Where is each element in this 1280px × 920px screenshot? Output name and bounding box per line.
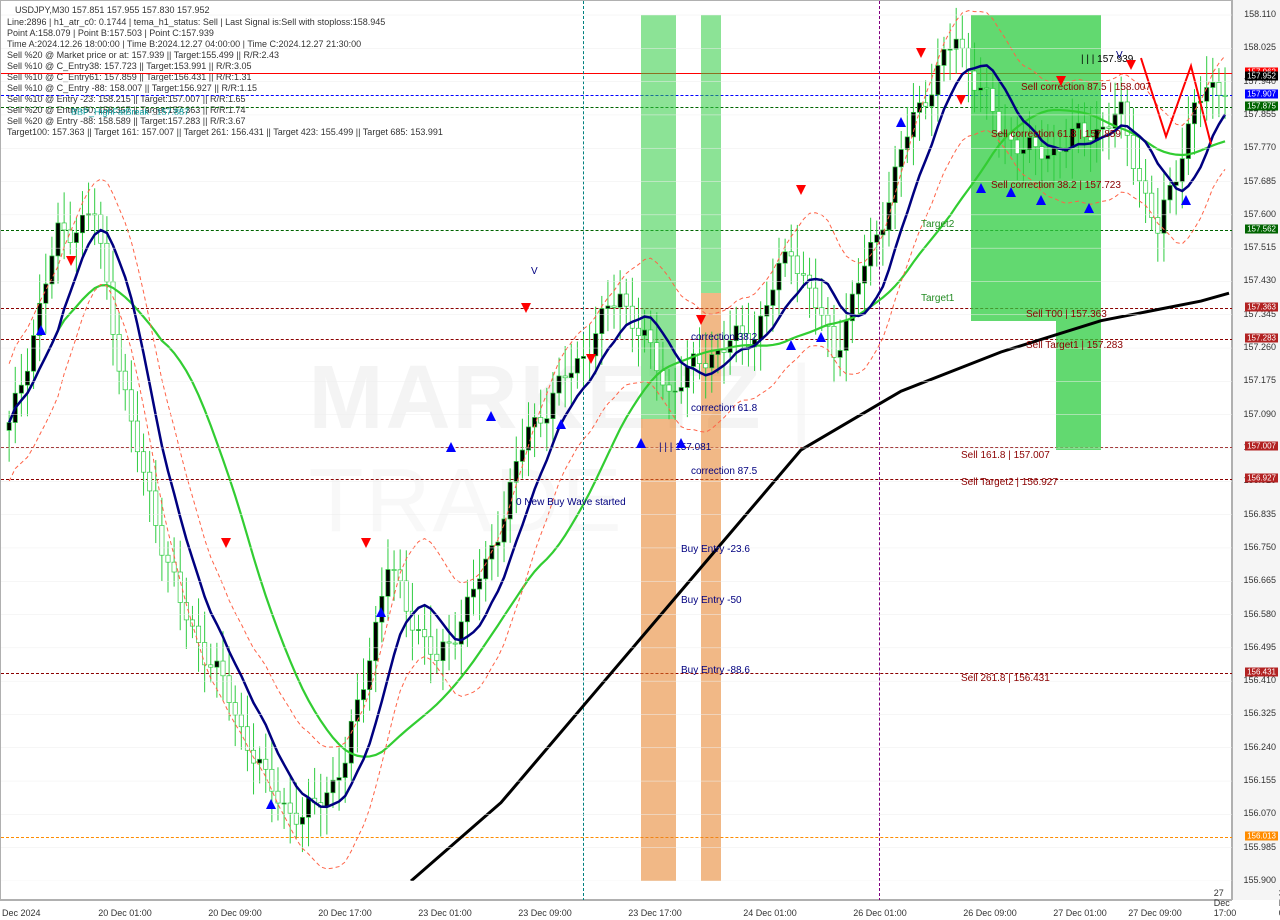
buy-arrow-icon <box>1181 195 1191 205</box>
sell-arrow-icon <box>221 538 231 548</box>
chart-annotation: correction 38.2 <box>691 332 757 343</box>
y-axis-label: 157.685 <box>1243 176 1276 186</box>
buy-arrow-icon <box>976 183 986 193</box>
x-axis-label: 23 Dec 01:00 <box>418 908 472 918</box>
x-axis-label: 20 Dec 01:00 <box>98 908 152 918</box>
y-axis-label: 156.580 <box>1243 609 1276 619</box>
x-axis-label: 23 Dec 09:00 <box>518 908 572 918</box>
buy-arrow-icon <box>636 438 646 448</box>
chart-annotation: V <box>531 266 538 277</box>
y-axis-label: 158.110 <box>1244 9 1276 19</box>
chart-annotation: Sell Target1 | 157.283 <box>1026 340 1123 351</box>
y-axis-label: 157.515 <box>1243 242 1276 252</box>
y-axis-label: 156.835 <box>1243 509 1276 519</box>
chart-annotation: Sell Target2 | 156.927 <box>961 477 1058 488</box>
buy-arrow-icon <box>36 325 46 335</box>
sell-arrow-icon <box>916 48 926 58</box>
buy-arrow-icon <box>676 438 686 448</box>
chart-annotation: Buy Entry -88.6 <box>681 665 750 676</box>
x-axis-label: 27 Dec 17:00 <box>1214 888 1237 918</box>
sell-arrow-icon <box>586 354 596 364</box>
chart-annotation: correction 87.5 <box>691 466 757 477</box>
chart-annotation: 0 New Buy Wave started <box>516 497 626 508</box>
sell-arrow-icon <box>696 315 706 325</box>
buy-arrow-icon <box>1084 203 1094 213</box>
chart-annotation: Sell T00 | 157.363 <box>1026 309 1107 320</box>
x-axis-label: 20 Dec 17:00 <box>318 908 372 918</box>
buy-arrow-icon <box>896 117 906 127</box>
chart-annotation: Sell 261.8 | 156.431 <box>961 673 1050 684</box>
price-axis: 158.110158.025157.940157.855157.770157.6… <box>1232 0 1280 900</box>
chart-annotation: correction 61.8 <box>691 403 757 414</box>
y-axis-label: 157.175 <box>1243 375 1276 385</box>
y-axis-label: 156.070 <box>1243 808 1276 818</box>
x-axis-label: 23 Dec 17:00 <box>628 908 682 918</box>
y-axis-price-marker: 156.013 <box>1245 831 1278 840</box>
y-axis-label: 156.155 <box>1243 775 1276 785</box>
sell-arrow-icon <box>1056 76 1066 86</box>
chart-annotation: Target1 <box>921 293 954 304</box>
y-axis-label: 157.770 <box>1243 142 1276 152</box>
y-axis-price-marker: 157.363 <box>1245 302 1278 311</box>
sell-arrow-icon <box>956 95 966 105</box>
x-axis-label: 26 Dec 09:00 <box>963 908 1017 918</box>
buy-arrow-icon <box>1036 195 1046 205</box>
y-axis-price-marker: 157.562 <box>1245 224 1278 233</box>
sell-arrow-icon <box>66 256 76 266</box>
chart-annotation: Target2 <box>921 219 954 230</box>
chart-plot-area[interactable]: MARKETZ | TRADE USDJPY,M30 157.851 157.9… <box>0 0 1232 900</box>
buy-arrow-icon <box>816 332 826 342</box>
y-axis-price-marker: 156.927 <box>1245 473 1278 482</box>
y-axis-price-marker: 157.875 <box>1245 102 1278 111</box>
time-axis: 19 Dec 2024 20 Dec 01:00 20 Dec 09:00 20 De… <box>0 900 1232 920</box>
sell-arrow-icon <box>521 303 531 313</box>
y-axis-label: 156.410 <box>1243 675 1276 685</box>
y-axis-label: 155.900 <box>1243 875 1276 885</box>
buy-arrow-icon <box>266 799 276 809</box>
y-axis-price-marker: 157.907 <box>1245 89 1278 98</box>
chart-annotation: Sell 161.8 | 157.007 <box>961 450 1050 461</box>
chart-annotation: Buy Entry -23.6 <box>681 544 750 555</box>
sell-arrow-icon <box>1126 60 1136 70</box>
y-axis-label: 155.985 <box>1243 842 1276 852</box>
y-axis-label: 157.430 <box>1243 275 1276 285</box>
buy-arrow-icon <box>786 340 796 350</box>
x-axis-label: 24 Dec 01:00 <box>743 908 797 918</box>
sell-arrow-icon <box>796 185 806 195</box>
buy-arrow-icon <box>1006 187 1016 197</box>
chart-annotation: Buy Entry -50 <box>681 595 742 606</box>
y-axis-label: 156.325 <box>1243 708 1276 718</box>
buy-arrow-icon <box>376 607 386 617</box>
y-axis-price-marker: 157.283 <box>1245 334 1278 343</box>
x-axis-label: 20 Dec 09:00 <box>208 908 262 918</box>
y-axis-label: 156.750 <box>1243 542 1276 552</box>
y-axis-label: 156.495 <box>1243 642 1276 652</box>
y-axis-label: 156.240 <box>1243 742 1276 752</box>
y-axis-price-marker: 156.431 <box>1245 667 1278 676</box>
chart-annotation: Sell correction 61.8 | 157.859 <box>991 129 1121 140</box>
x-axis-label: 27 Dec 09:00 <box>1128 908 1182 918</box>
x-axis-label: 19 Dec 2024 <box>0 908 41 918</box>
y-axis-label: 158.025 <box>1243 42 1276 52</box>
y-axis-label: 156.665 <box>1243 575 1276 585</box>
y-axis-label: 157.600 <box>1243 209 1276 219</box>
chart-annotation: Sell correction 87.5 | 158.007 <box>1021 82 1151 93</box>
x-axis-label: 27 Dec 01:00 <box>1053 908 1107 918</box>
y-axis-label: 157.260 <box>1243 342 1276 352</box>
sell-arrow-icon <box>361 538 371 548</box>
y-axis-price-marker: 157.952 <box>1245 71 1278 80</box>
y-axis-label: 157.090 <box>1243 409 1276 419</box>
y-axis-price-marker: 157.007 <box>1245 442 1278 451</box>
buy-arrow-icon <box>486 411 496 421</box>
x-axis-label: 26 Dec 01:00 <box>853 908 907 918</box>
buy-arrow-icon <box>446 442 456 452</box>
chart-annotation: V <box>1116 50 1123 61</box>
buy-arrow-icon <box>556 419 566 429</box>
